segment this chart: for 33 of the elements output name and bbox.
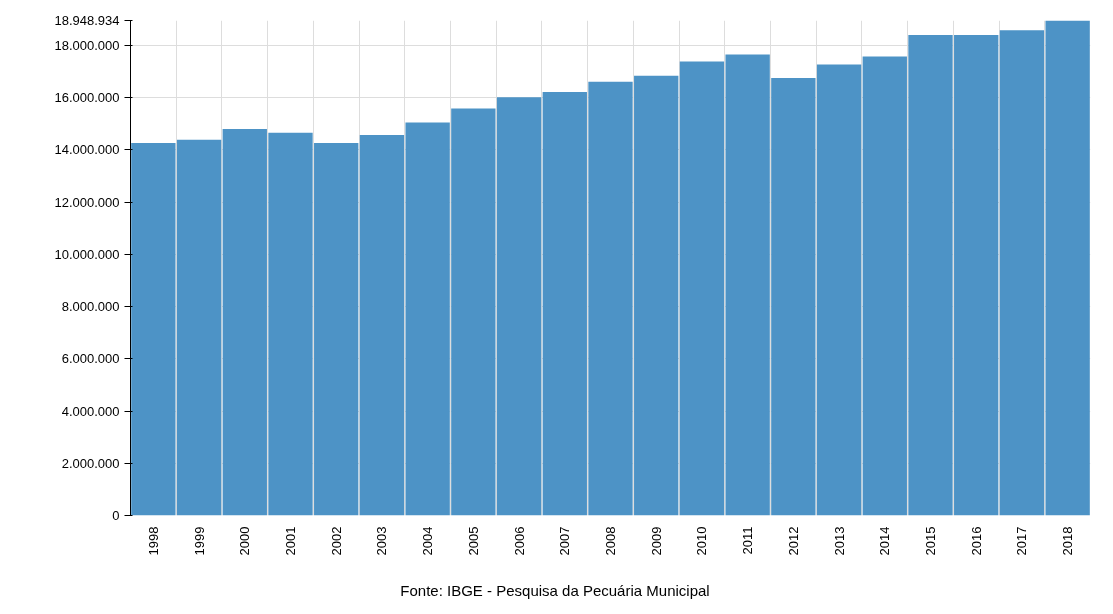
y-tick-label: 6.000.000 [61, 351, 120, 367]
x-tick-label: 1999 [191, 526, 207, 556]
x-tick-label: 2009 [648, 526, 664, 556]
x-tick-label: 2004 [420, 526, 436, 556]
x-tick-label: 2017 [1014, 526, 1030, 556]
x-tick-label: 2006 [511, 526, 527, 556]
x-tick-label: 2018 [1060, 526, 1076, 556]
x-tick-label: 2012 [785, 526, 801, 556]
x-tick-label: 1998 [145, 526, 161, 556]
y-tick-label: 16.000.000 [54, 90, 120, 106]
x-tick-label: 2013 [831, 526, 847, 556]
y-tick-label: 18.948.934 [54, 13, 120, 28]
y-tick-label: 2.000.000 [61, 455, 120, 471]
y-tick-label: 4.000.000 [61, 403, 120, 419]
y-tick-label: 8.000.000 [61, 299, 120, 315]
x-tick-label: 2015 [923, 526, 938, 556]
y-tick-label: 12.000.000 [54, 194, 120, 210]
y-tick-label: 14.000.000 [54, 142, 120, 158]
x-tick-label: 2007 [557, 526, 573, 556]
x-tick-label: 2000 [237, 526, 253, 556]
x-tick-label: 2003 [374, 526, 390, 556]
x-tick-label: 2011 [740, 526, 756, 555]
x-tick-label: 2002 [328, 526, 344, 556]
y-tick-label: 0 [112, 508, 120, 523]
x-tick-label: 2014 [877, 526, 893, 556]
y-tick-label: 10.000.000 [54, 246, 120, 262]
y-tick-label: 18.000.000 [54, 37, 120, 53]
x-tick-label: 2016 [968, 526, 984, 556]
x-tick-label: 2001 [283, 526, 298, 556]
x-tick-label: 2010 [694, 526, 710, 556]
x-tick-label: 2008 [603, 526, 618, 556]
source-note: Fonte: IBGE - Pesquisa da Pecuária Municipal [400, 581, 710, 601]
x-tick-label: 2005 [465, 526, 481, 556]
